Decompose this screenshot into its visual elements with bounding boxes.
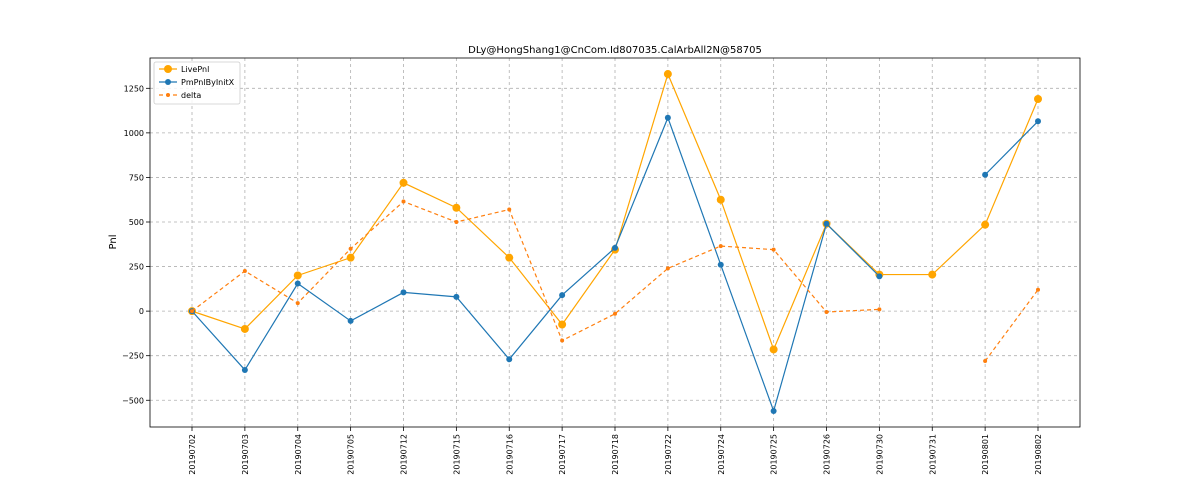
x-tick-label: 20190718 [611, 434, 620, 475]
series-delta [190, 199, 1040, 364]
data-point [928, 270, 937, 279]
data-point [612, 244, 618, 251]
legend-label: LivePnl [181, 65, 209, 74]
data-point [399, 178, 408, 187]
data-point [981, 220, 990, 229]
series-line [191, 116, 880, 413]
legend: LivePnl PmPnlByInitX delta [153, 61, 241, 105]
data-point [559, 292, 566, 299]
y-tick-label: 0 [139, 307, 144, 316]
data-point [454, 220, 459, 224]
y-tick-label: 1250 [124, 84, 144, 93]
legend-swatch-marker [166, 93, 170, 97]
data-point [716, 195, 725, 204]
data-point [240, 324, 249, 333]
x-tick-label: 20190731 [928, 434, 937, 475]
data-point [506, 356, 513, 363]
x-tick-label: 20190715 [452, 434, 461, 475]
data-point [877, 307, 882, 312]
data-point [346, 253, 355, 262]
x-tick-label: 20190704 [294, 434, 303, 475]
series-PmPnlByInitX [189, 114, 1041, 414]
legend-box [153, 61, 241, 105]
y-tick-label: 250 [129, 263, 144, 272]
data-point [982, 171, 989, 178]
x-tick-label: 20190702 [188, 434, 197, 475]
data-point [293, 271, 302, 280]
legend-label: PmPnlByInitX [181, 78, 235, 87]
data-point [241, 366, 248, 373]
data-point [1035, 118, 1041, 125]
data-point [770, 407, 777, 414]
data-point [505, 253, 514, 262]
data-point [983, 359, 988, 364]
data-point [452, 203, 461, 212]
x-tick-label: 20190730 [875, 434, 884, 475]
data-point [295, 301, 300, 306]
y-tick-label: 1000 [124, 129, 144, 138]
series-layer [188, 70, 1042, 414]
data-point [294, 280, 301, 287]
x-tick-label: 20190717 [558, 434, 567, 475]
x-tick-label: 20190703 [241, 434, 250, 475]
data-point [400, 289, 407, 296]
x-tick-label: 20190725 [770, 434, 779, 475]
data-point [771, 247, 776, 252]
series-line [191, 72, 1039, 352]
y-tick-label: 500 [129, 218, 144, 227]
data-point [190, 309, 194, 314]
data-point [560, 338, 565, 343]
legend-swatch-marker [165, 79, 171, 85]
data-point [558, 320, 567, 329]
data-point [717, 261, 724, 268]
chart-title: DLy@HongShang1@CnCom.Id807035.CalArbAll2… [468, 45, 762, 56]
data-point [823, 220, 830, 227]
x-tick-label: 20190724 [717, 434, 726, 475]
data-point [769, 345, 778, 354]
grid [150, 58, 1080, 427]
data-point [664, 114, 671, 121]
data-point [1034, 95, 1042, 103]
series-line [984, 289, 1039, 362]
x-tick-label: 20190722 [664, 434, 673, 475]
x-tick-label: 20190716 [505, 434, 514, 475]
x-tick-label: 20190802 [1034, 434, 1043, 475]
data-point [613, 311, 617, 316]
data-point [348, 246, 353, 251]
axes: 20190702 20190703 20190704 20190705 20190712… [122, 84, 1043, 474]
data-point [665, 266, 670, 271]
data-point [718, 244, 723, 249]
x-tick-label: 20190726 [823, 434, 832, 475]
y-tick-label: −500 [122, 396, 144, 405]
x-tick-label: 20190705 [347, 434, 356, 475]
series-line [191, 200, 880, 342]
data-point [1036, 287, 1040, 292]
x-tick-label: 20190801 [981, 434, 990, 475]
data-point [507, 207, 512, 212]
legend-swatch-marker [164, 65, 172, 73]
series-line [984, 120, 1039, 176]
y-tick-label: 750 [129, 173, 144, 182]
data-point [663, 70, 672, 79]
data-point [401, 199, 406, 204]
data-point [347, 317, 354, 324]
y-axis-label: Pnl [108, 235, 119, 250]
data-point [242, 269, 247, 274]
data-point [824, 310, 829, 315]
data-point [876, 273, 883, 280]
data-point [453, 293, 460, 300]
x-tick-label: 20190712 [400, 434, 409, 475]
y-tick-label: −250 [122, 352, 144, 361]
legend-label: delta [181, 91, 201, 100]
